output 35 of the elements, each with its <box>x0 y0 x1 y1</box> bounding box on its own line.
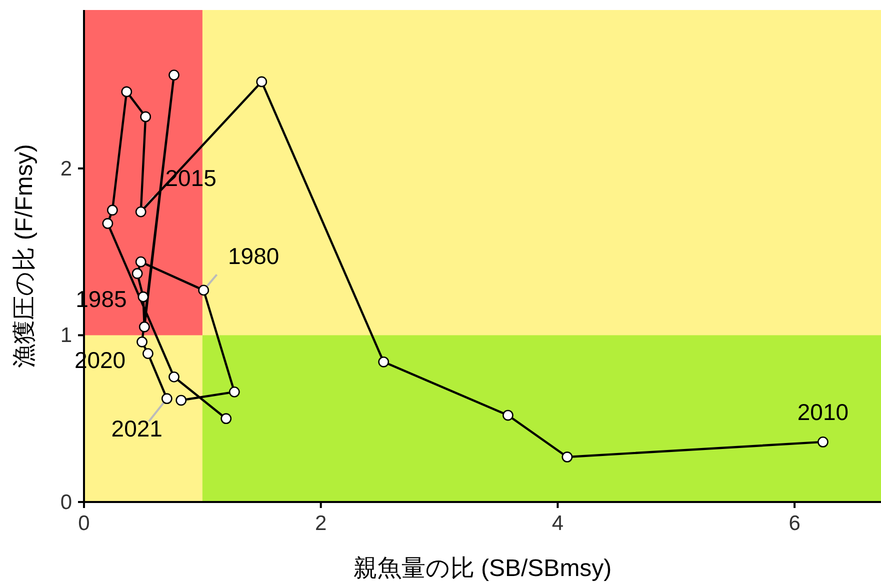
point <box>135 256 146 268</box>
annotation: 2021 <box>111 416 162 442</box>
point <box>106 204 118 216</box>
y-tick-label: 1 <box>60 324 72 348</box>
y-tick-label: 0 <box>60 491 72 514</box>
point <box>168 70 180 80</box>
point <box>228 386 240 398</box>
x-axis-title: 親魚量の比 (SB/SBmsy) <box>353 555 612 582</box>
x-tick-label: 2 <box>315 512 327 535</box>
point <box>136 336 148 348</box>
point <box>121 86 132 98</box>
x-tick-label: 6 <box>788 512 800 535</box>
point <box>378 356 390 368</box>
point <box>138 321 150 332</box>
annotation: 2010 <box>797 398 849 425</box>
annotation: 1980 <box>228 243 280 270</box>
point <box>161 393 172 404</box>
point <box>220 413 232 424</box>
point <box>198 284 210 296</box>
point <box>132 268 143 279</box>
point <box>176 394 187 406</box>
point <box>142 348 154 360</box>
x-tick-label: 4 <box>552 512 564 535</box>
x-tick-label: 0 <box>78 512 90 535</box>
y-tick-label: 2 <box>60 157 72 180</box>
point <box>135 206 146 218</box>
point <box>818 436 828 448</box>
point <box>138 291 149 302</box>
point <box>256 76 268 88</box>
point <box>140 111 152 122</box>
point <box>502 410 514 421</box>
point <box>168 371 180 382</box>
point <box>102 218 114 229</box>
point <box>562 452 573 462</box>
y-axis-title: 漁獲圧の比 (F/Fmsy) <box>11 144 38 368</box>
